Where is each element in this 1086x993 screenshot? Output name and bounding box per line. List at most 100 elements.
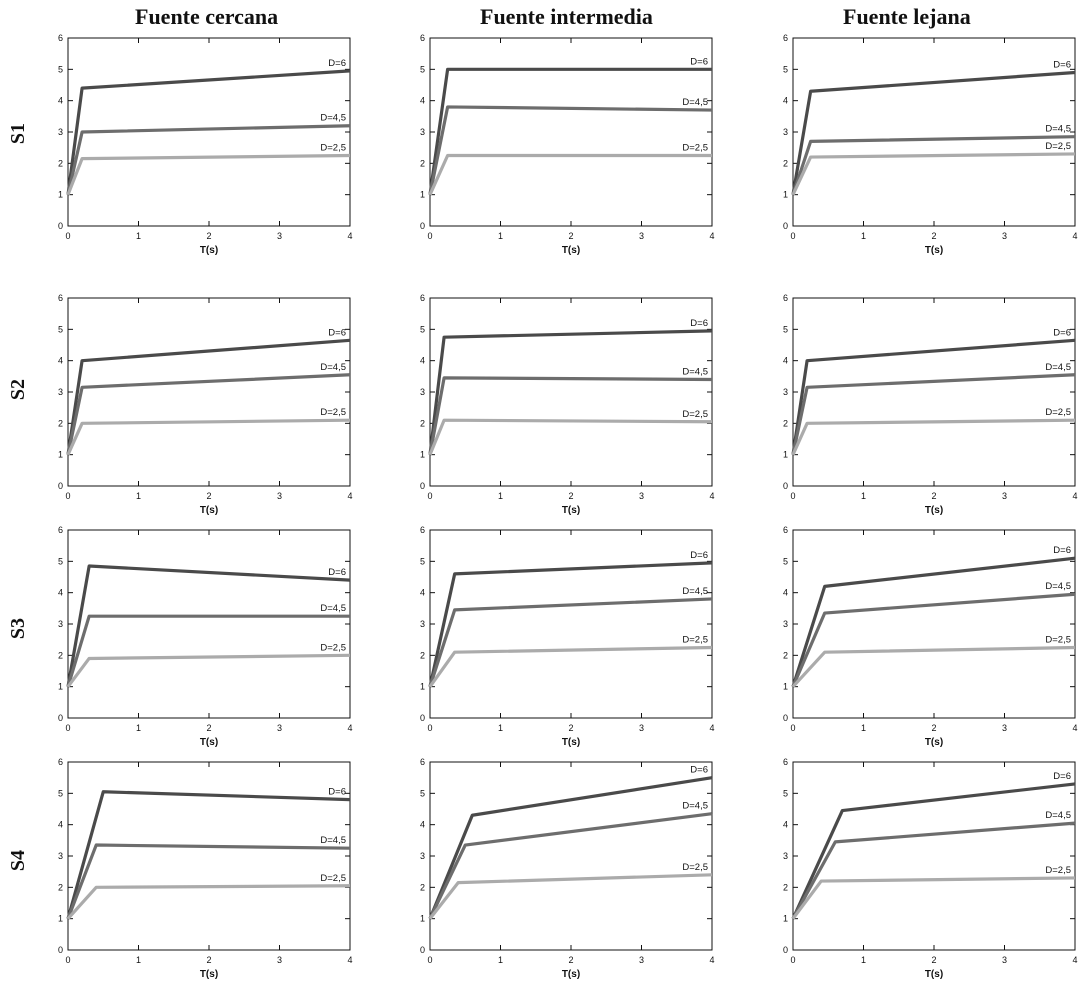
- x-tick-label: 4: [709, 723, 714, 733]
- x-tick-label: 4: [1072, 231, 1077, 241]
- series-line-d6: [428, 776, 713, 920]
- series-label: D=6: [1053, 327, 1071, 338]
- plot-s3-1: 0 1 2 3 4 5 6 0 1 2 3 4 T(s) D=6 D=4,5 D=2,5: [58, 525, 353, 748]
- series-line-d45: [791, 373, 1076, 455]
- series-label: D=4,5: [320, 362, 346, 373]
- x-tick-label: 0: [65, 955, 70, 965]
- x-tick-label: 4: [709, 955, 714, 965]
- x-tick-label: 4: [1072, 955, 1077, 965]
- x-tick-label: 0: [65, 231, 70, 241]
- series-line-d6: [66, 790, 351, 920]
- series-label: D=2,5: [1045, 141, 1071, 152]
- y-tick-label: 4: [420, 356, 425, 366]
- y-tick-label: 3: [58, 127, 63, 137]
- y-tick-label: 5: [783, 324, 788, 334]
- series-line-d6: [66, 338, 351, 455]
- x-tick-label: 1: [861, 955, 866, 965]
- x-tick-label: 1: [136, 955, 141, 965]
- series-line-d25: [66, 418, 351, 456]
- series-line-d6: [791, 782, 1076, 920]
- series-label: D=2,5: [682, 635, 708, 646]
- y-tick-label: 5: [783, 788, 788, 798]
- y-tick-label: 4: [420, 588, 425, 598]
- x-tick-label: 4: [1072, 723, 1077, 733]
- plot-s4-2: 0 1 2 3 4 5 6 0 1 2 3 4 T(s) D=6 D=4,5 D=2,5: [420, 757, 715, 980]
- y-tick-label: 5: [420, 324, 425, 334]
- series-line-d25: [791, 645, 1076, 688]
- x-tick-label: 2: [568, 491, 573, 501]
- y-tick-label: 2: [58, 418, 63, 428]
- y-tick-label: 2: [783, 418, 788, 428]
- x-tick-label: 0: [65, 723, 70, 733]
- series-label: D=2,5: [682, 143, 708, 154]
- y-tick-label: 6: [58, 33, 63, 43]
- series-label: D=4,5: [320, 113, 346, 124]
- y-tick-label: 0: [783, 945, 788, 955]
- y-tick-label: 1: [420, 682, 425, 692]
- x-tick-label: 1: [498, 491, 503, 501]
- y-tick-label: 0: [783, 221, 788, 231]
- x-axis-label: T(s): [562, 505, 580, 516]
- x-tick-label: 3: [1002, 955, 1007, 965]
- series-label: D=6: [328, 787, 346, 798]
- x-tick-label: 0: [790, 491, 795, 501]
- y-tick-label: 0: [420, 221, 425, 231]
- x-axis-label: T(s): [925, 737, 943, 748]
- x-tick-label: 3: [639, 723, 644, 733]
- plot-frame: [792, 37, 1076, 227]
- series-label: D=2,5: [1045, 407, 1071, 418]
- series-line-d25: [428, 645, 713, 688]
- x-tick-label: 4: [1072, 491, 1077, 501]
- y-tick-label: 5: [420, 788, 425, 798]
- series-line-d25: [428, 153, 712, 196]
- y-tick-label: 6: [420, 757, 425, 767]
- x-axis-label: T(s): [200, 969, 218, 980]
- series-line-d25: [66, 653, 351, 688]
- series-line-d45: [428, 812, 713, 920]
- series-label: D=4,5: [682, 586, 708, 597]
- series-line-d6: [791, 338, 1076, 455]
- x-tick-label: 4: [709, 231, 714, 241]
- series-label: D=2,5: [320, 143, 346, 154]
- series-label: D=6: [328, 327, 346, 338]
- x-tick-label: 4: [347, 723, 352, 733]
- x-tick-label: 3: [1002, 723, 1007, 733]
- x-tick-label: 1: [498, 955, 503, 965]
- series-line-d45: [66, 843, 351, 920]
- plot-frame: [429, 529, 713, 719]
- y-tick-label: 5: [783, 556, 788, 566]
- y-tick-label: 1: [420, 450, 425, 460]
- y-tick-label: 1: [420, 914, 425, 924]
- x-tick-label: 2: [568, 955, 573, 965]
- x-tick-label: 0: [790, 723, 795, 733]
- x-tick-label: 1: [498, 723, 503, 733]
- column-title-lejana: Fuente lejana: [843, 4, 971, 29]
- column-title-cercana: Fuente cercana: [135, 4, 279, 29]
- x-tick-label: 3: [277, 955, 282, 965]
- column-title-intermedia: Fuente intermedia: [480, 4, 653, 29]
- y-tick-label: 2: [58, 650, 63, 660]
- series-label: D=2,5: [682, 409, 708, 420]
- x-tick-label: 0: [790, 231, 795, 241]
- y-tick-label: 2: [58, 158, 63, 168]
- y-tick-label: 6: [58, 293, 63, 303]
- y-tick-label: 3: [783, 851, 788, 861]
- x-axis-label: T(s): [925, 505, 943, 516]
- y-tick-label: 6: [783, 293, 788, 303]
- plot-frame: [792, 297, 1076, 487]
- y-tick-label: 6: [783, 757, 788, 767]
- x-tick-label: 3: [1002, 231, 1007, 241]
- series-line-d45: [791, 592, 1076, 688]
- plot-s1-3: 0 1 2 3 4 5 6 0 1 2 3 4 T(s) D=6 D=4,5 D=2,5: [783, 33, 1078, 256]
- x-tick-label: 4: [709, 491, 714, 501]
- y-tick-label: 5: [58, 556, 63, 566]
- x-axis-label: T(s): [562, 245, 580, 256]
- series-label: D=6: [1053, 545, 1071, 556]
- series-label: D=6: [690, 56, 708, 67]
- y-tick-label: 3: [783, 127, 788, 137]
- y-tick-label: 3: [420, 851, 425, 861]
- x-tick-label: 0: [427, 491, 432, 501]
- y-tick-label: 2: [420, 158, 425, 168]
